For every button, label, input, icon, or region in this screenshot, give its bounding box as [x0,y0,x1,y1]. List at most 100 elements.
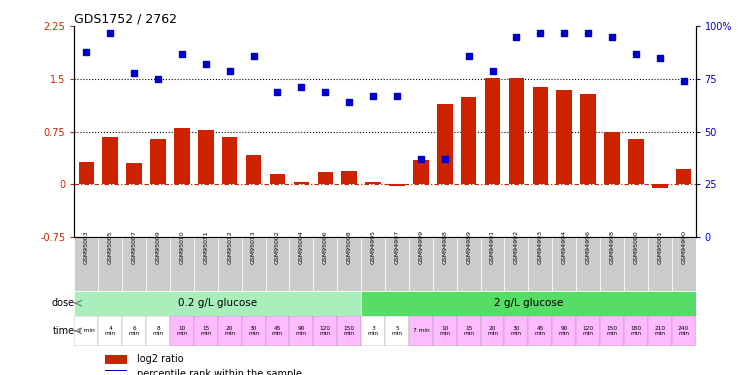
Bar [74,291,361,316]
Bar [624,237,648,291]
Bar [313,316,337,346]
Bar [576,316,600,346]
Text: GSM95013: GSM95013 [251,230,256,264]
Bar [481,316,504,346]
Text: 3
min: 3 min [368,326,379,336]
Bar [194,237,218,291]
Text: GSM94995: GSM94995 [371,230,376,264]
Text: log2 ratio: log2 ratio [137,354,183,364]
Bar [457,316,481,346]
Text: GSM94992: GSM94992 [514,230,519,264]
Text: GSM94988: GSM94988 [442,230,447,264]
Point [534,30,546,36]
Bar [437,104,452,184]
Bar [365,182,381,184]
Bar [624,316,648,346]
Bar [457,237,481,291]
Text: GSM95000: GSM95000 [633,230,638,264]
Bar [385,237,409,291]
Bar [198,129,214,184]
Text: 120
min: 120 min [320,326,331,336]
Point [248,53,260,59]
Bar [481,237,504,291]
Bar [580,94,596,184]
Text: 120
min: 120 min [583,326,594,336]
Text: 8
min: 8 min [153,326,164,336]
Text: 30
min: 30 min [511,326,522,336]
Text: 90
min: 90 min [296,326,307,336]
Bar [628,139,644,184]
Bar [461,96,476,184]
Bar [533,87,548,184]
Bar [122,316,146,346]
Bar [409,316,433,346]
Text: GSM94997: GSM94997 [394,230,400,264]
Point [630,51,642,57]
Text: GSM95005: GSM95005 [108,230,113,264]
Text: GSM94996: GSM94996 [586,230,591,264]
Point [272,88,283,94]
Bar [341,171,357,184]
Bar [242,237,266,291]
Text: 0.2 g/L glucose: 0.2 g/L glucose [179,298,257,308]
Text: GSM95012: GSM95012 [227,230,232,264]
Text: percentile rank within the sample: percentile rank within the sample [137,369,301,375]
Text: dose: dose [51,298,74,308]
Bar [126,163,142,184]
Text: GSM94998: GSM94998 [609,230,615,264]
Bar [194,316,218,346]
Bar [337,237,361,291]
Point [582,30,594,36]
Text: 30
min: 30 min [248,326,259,336]
Bar [648,237,672,291]
Bar [242,316,266,346]
Point [439,156,451,162]
Bar [409,237,433,291]
Bar [528,237,552,291]
Text: GSM95007: GSM95007 [132,230,137,264]
Bar [600,316,624,346]
Point [654,55,666,61]
Bar [389,184,405,186]
Point [678,78,690,84]
Text: 2 g/L glucose: 2 g/L glucose [494,298,563,308]
Point [343,99,355,105]
Text: GSM95009: GSM95009 [155,230,161,264]
Bar [98,316,122,346]
Bar [106,370,127,375]
Text: GSM95006: GSM95006 [323,230,328,264]
Text: 15
min: 15 min [464,326,474,336]
Bar [413,160,429,184]
Bar [222,136,237,184]
Text: GSM95010: GSM95010 [179,230,185,264]
Text: 20
min: 20 min [224,326,235,336]
Bar [676,169,691,184]
Bar [266,237,289,291]
Bar [552,237,576,291]
Point [319,88,331,94]
Text: 45
min: 45 min [535,326,546,336]
Bar [289,316,313,346]
Point [80,48,92,54]
Text: 150
min: 150 min [344,326,355,336]
Text: GSM95008: GSM95008 [347,230,352,264]
Bar [509,78,525,184]
Text: GSM94994: GSM94994 [562,230,567,264]
Text: 240
min: 240 min [678,326,690,336]
Text: GDS1752 / 2762: GDS1752 / 2762 [74,12,177,25]
Text: GSM95002: GSM95002 [275,230,280,264]
Bar [361,291,696,316]
Text: 45
min: 45 min [272,326,283,336]
Point [128,70,140,76]
Point [487,68,498,74]
Bar [600,237,624,291]
Point [104,30,116,36]
Text: GSM94991: GSM94991 [490,230,495,264]
Text: GSM95011: GSM95011 [203,230,208,264]
Bar [557,90,572,184]
Text: GSM94989: GSM94989 [466,230,471,264]
Bar [146,237,170,291]
Text: GSM94999: GSM94999 [418,230,423,264]
Bar [170,237,194,291]
Text: 15
min: 15 min [200,326,211,336]
